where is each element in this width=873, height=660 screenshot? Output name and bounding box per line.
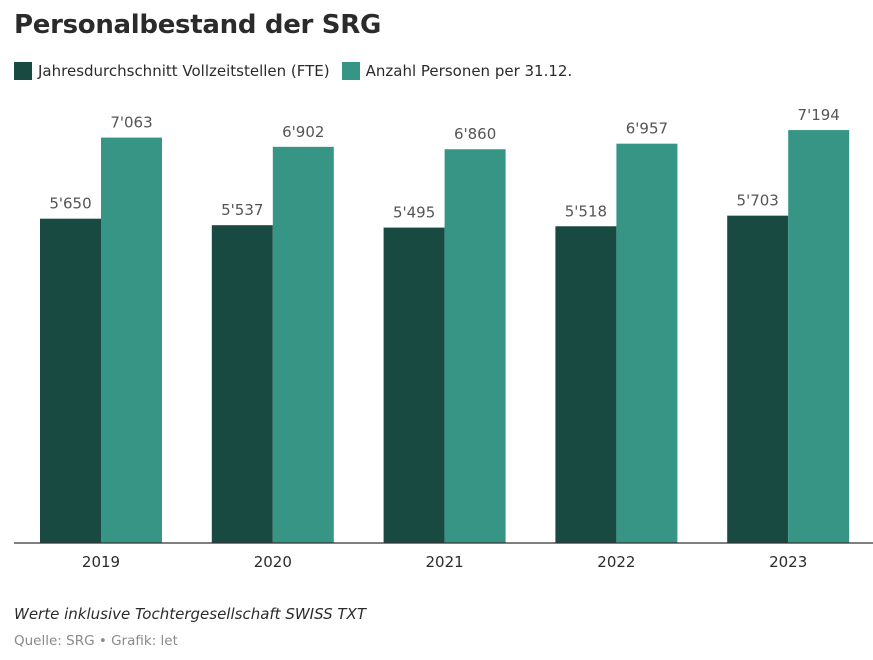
bar-persons-2023 [788, 130, 850, 544]
data-label-fte-2019: 5'650 [49, 195, 91, 213]
x-tick-label-2021: 2021 [426, 553, 464, 571]
bar-persons-2022 [616, 143, 678, 543]
legend-label-persons: Anzahl Personen per 31.12. [365, 62, 573, 80]
legend: Jahresdurchschnitt Vollzeitstellen (FTE)… [14, 62, 572, 80]
data-label-persons-2019: 7'063 [110, 114, 152, 132]
x-tick-label-2020: 2020 [254, 553, 292, 571]
data-label-persons-2022: 6'957 [626, 120, 668, 138]
data-label-persons-2021: 6'860 [454, 125, 496, 143]
bar-persons-2020 [272, 146, 334, 543]
bar-fte-2022 [555, 226, 617, 544]
data-label-fte-2020: 5'537 [221, 201, 263, 219]
data-label-fte-2021: 5'495 [393, 204, 435, 222]
x-tick-label-2019: 2019 [82, 553, 120, 571]
data-label-persons-2023: 7'194 [798, 106, 840, 124]
bar-fte-2021 [383, 227, 445, 543]
bar-persons-2019 [101, 137, 162, 543]
bar-chart: 5'650 7'063 2019 5'537 6'902 2020 5'495 6'860 20… [14, 106, 873, 571]
x-tick-label-2022: 2022 [597, 553, 635, 571]
data-label-fte-2022: 5'518 [565, 202, 607, 220]
legend-item-persons: Anzahl Personen per 31.12. [341, 62, 573, 80]
legend-swatch-persons [341, 62, 360, 80]
x-tick-label-2023: 2023 [769, 553, 807, 571]
bar-fte-2020 [211, 225, 273, 543]
bar-persons-2021 [444, 149, 506, 543]
chart-source: Quelle: SRG • Grafik: let [14, 633, 178, 649]
chart-title: Personalbestand der SRG [14, 10, 381, 40]
data-label-persons-2020: 6'902 [282, 123, 324, 141]
bar-fte-2019 [40, 218, 101, 543]
bar-fte-2023 [727, 215, 789, 543]
data-label-fte-2023: 5'703 [737, 192, 779, 210]
legend-swatch-fte [14, 62, 32, 80]
chart-note: Werte inklusive Tochtergesellschaft SWIS… [14, 605, 366, 623]
legend-label-fte: Jahresdurchschnitt Vollzeitstellen (FTE) [38, 62, 330, 80]
legend-item-fte: Jahresdurchschnitt Vollzeitstellen (FTE) [14, 62, 330, 80]
